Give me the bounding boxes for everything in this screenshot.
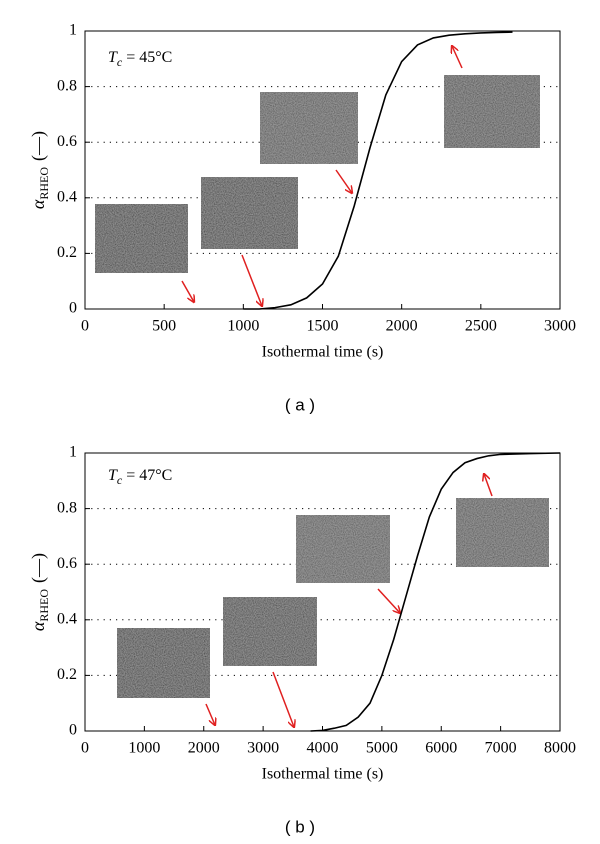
x-axis-label: Isothermal time (s)	[262, 766, 384, 783]
y-tick-label: 0.2	[57, 244, 77, 261]
arrow	[377, 588, 400, 613]
x-tick-label: 1000	[128, 740, 160, 757]
y-tick-label: 0.6	[57, 555, 77, 572]
chart: 0 0.2 0.4 0.6 0.8 1 0 1000 2000 3000 4000 5000 6000 7…	[28, 444, 576, 837]
y-axis-label: αRHEO (—)	[28, 553, 51, 631]
arrow	[205, 703, 215, 725]
x-tick-label: 3000	[247, 740, 279, 757]
y-tick-label: 0.8	[57, 499, 77, 516]
y-axis-label: αRHEO (—)	[28, 131, 51, 209]
y-label-unit: (—)	[28, 131, 49, 161]
micrograph	[296, 515, 390, 583]
x-tick-label: 7000	[485, 740, 517, 757]
y-tick-label: 0	[69, 722, 77, 739]
y-label-subscript: RHEO	[37, 167, 51, 200]
x-tick-label: 0	[81, 318, 89, 335]
annotation-text: = 47°C	[122, 467, 172, 484]
annotation: Tc = 45°C	[108, 49, 172, 69]
micrograph	[456, 498, 549, 567]
annotation-subscript: c	[117, 473, 123, 487]
annotation: Tc = 47°C	[108, 467, 172, 487]
y-tick-label: 0.2	[57, 666, 77, 683]
annotation-subscript: c	[117, 55, 123, 69]
x-tick-label: 6000	[425, 740, 457, 757]
x-axis-label: Isothermal time (s)	[262, 344, 384, 361]
micrograph	[201, 177, 298, 249]
curve	[243, 31, 513, 310]
micrograph	[223, 597, 317, 666]
y-label-symbol: α	[28, 199, 48, 209]
plot-frame	[84, 30, 561, 310]
y-label-subscript: RHEO	[37, 589, 51, 622]
x-tick-label: 4000	[307, 740, 339, 757]
x-tick-label: 8000	[544, 740, 576, 757]
x-tick-label: 5000	[366, 740, 398, 757]
x-tick-label: 2000	[386, 318, 418, 335]
micrograph	[117, 628, 210, 698]
y-label-unit: (—)	[28, 553, 49, 583]
x-tick-label: 0	[81, 740, 89, 757]
micrograph	[260, 92, 358, 164]
annotation-symbol: T	[108, 49, 118, 66]
y-tick-label: 0.4	[57, 610, 77, 627]
x-tick-label: 1500	[307, 318, 339, 335]
arrow	[181, 280, 194, 302]
x-tick-label: 2500	[465, 318, 497, 335]
annotation-symbol: T	[108, 467, 118, 484]
arrow	[335, 169, 352, 193]
y-tick-label: 0.6	[57, 133, 77, 150]
y-tick-label: 0.8	[57, 77, 77, 94]
arrow	[484, 474, 493, 497]
micrograph	[444, 75, 540, 148]
x-tick-label: 3000	[544, 318, 576, 335]
panel-label: ( a )	[285, 395, 315, 414]
arrow	[241, 254, 262, 306]
micrograph	[95, 204, 188, 273]
curve	[310, 452, 561, 732]
x-tick-label: 500	[152, 318, 176, 335]
chart: 0 0.2 0.4 0.6 0.8 1 0 500 1000 1500 2000 2500 3000 Is…	[28, 22, 576, 415]
panel-label: ( b )	[285, 817, 315, 836]
x-tick-label: 1000	[227, 318, 259, 335]
annotation-text: = 45°C	[122, 49, 172, 66]
y-label-symbol: α	[28, 621, 48, 631]
arrow	[272, 671, 294, 727]
arrow	[452, 46, 463, 69]
x-tick-label: 2000	[188, 740, 220, 757]
y-tick-label: 1	[69, 22, 77, 39]
y-tick-label: 0.4	[57, 188, 77, 205]
y-tick-label: 1	[69, 444, 77, 461]
y-tick-label: 0	[69, 300, 77, 317]
